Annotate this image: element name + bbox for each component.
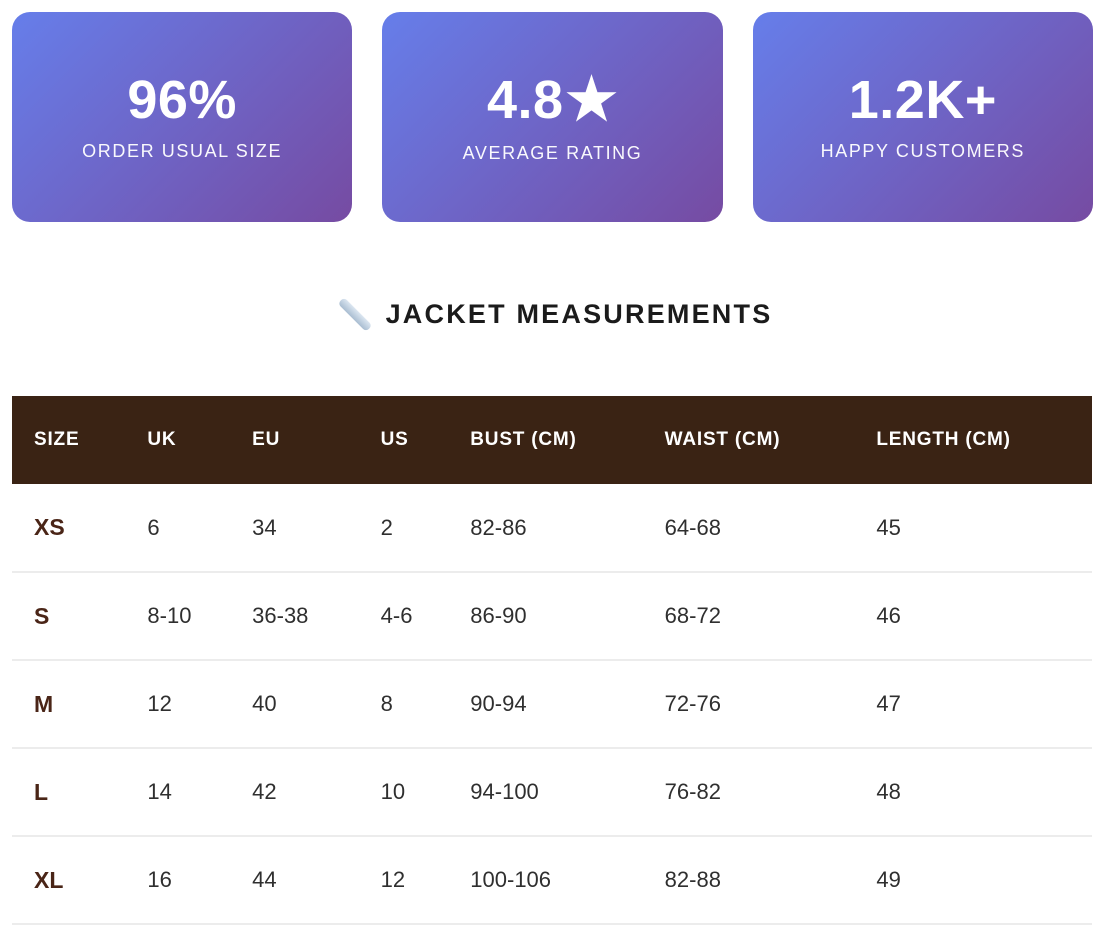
size-cell: XS (12, 484, 126, 573)
value-cell: 12 (125, 660, 231, 749)
value-cell: 8 (358, 660, 449, 749)
value-cell: 8-10 (125, 572, 231, 661)
size-cell: L (12, 748, 126, 837)
table-row: XS 6 34 2 82-86 64-68 45 (12, 484, 1092, 573)
column-header-uk: UK (125, 396, 231, 484)
value-cell: 49 (854, 836, 1092, 925)
column-header-bust: BUST (CM) (448, 396, 643, 484)
stat-card-happy-customers: 1.2K+ HAPPY CUSTOMERS (752, 12, 1093, 222)
value-cell: 2 (358, 484, 449, 573)
value-cell: 34 (230, 484, 359, 573)
star-icon: ★ (565, 66, 619, 132)
rating-number: 4.8 (486, 69, 564, 130)
column-header-eu: EU (230, 396, 359, 484)
table-row: M 12 40 8 90-94 72-76 47 (12, 660, 1092, 749)
column-header-waist: WAIST (CM) (642, 396, 855, 484)
section-heading: JACKET MEASUREMENTS (0, 294, 1110, 334)
value-cell: 16 (125, 836, 231, 925)
table-row: L 14 42 10 94-100 76-82 48 (12, 748, 1092, 837)
ruler-icon (337, 297, 372, 332)
size-chart-table: SIZE UK EU US BUST (CM) WAIST (CM) LENGT… (12, 396, 1092, 925)
value-cell: 90-94 (448, 660, 643, 749)
stat-label: AVERAGE RATING (462, 142, 643, 163)
size-table-body: XS 6 34 2 82-86 64-68 45 S 8-10 36-38 4-6 86-90 68-7… (12, 484, 1092, 925)
value-cell: 14 (125, 748, 231, 837)
value-cell: 42 (230, 748, 359, 837)
value-cell: 44 (230, 836, 359, 925)
stat-value: 1.2K+ (848, 69, 997, 130)
stat-value: 96% (127, 69, 237, 130)
value-cell: 12 (358, 836, 449, 925)
column-header-length: LENGTH (CM) (854, 396, 1092, 484)
value-cell: 72-76 (642, 660, 855, 749)
stat-label: HAPPY CUSTOMERS (820, 140, 1026, 161)
stat-value: 4.8 ★ (486, 66, 619, 132)
value-cell: 45 (854, 484, 1092, 573)
table-header: SIZE UK EU US BUST (CM) WAIST (CM) LENGT… (12, 396, 1092, 484)
value-cell: 4-6 (358, 572, 449, 661)
value-cell: 68-72 (642, 572, 855, 661)
column-header-us: US (358, 396, 449, 484)
table-row: S 8-10 36-38 4-6 86-90 68-72 46 (12, 572, 1092, 661)
column-header-size: SIZE (12, 396, 126, 484)
value-cell: 40 (230, 660, 359, 749)
value-cell: 76-82 (642, 748, 855, 837)
value-cell: 64-68 (642, 484, 855, 573)
value-cell: 46 (854, 572, 1092, 661)
size-cell: M (12, 660, 126, 749)
table-row: XL 16 44 12 100-106 82-88 49 (12, 836, 1092, 925)
size-cell: S (12, 572, 126, 661)
ruler-bar (337, 297, 372, 332)
section-title: JACKET MEASUREMENTS (385, 298, 773, 329)
value-cell: 36-38 (230, 572, 359, 661)
value-cell: 48 (854, 748, 1092, 837)
value-cell: 82-88 (642, 836, 855, 925)
value-cell: 47 (854, 660, 1092, 749)
value-cell: 10 (358, 748, 449, 837)
stat-card-order-usual-size: 96% ORDER USUAL SIZE (12, 12, 353, 222)
value-cell: 100-106 (448, 836, 643, 925)
table-header-row: SIZE UK EU US BUST (CM) WAIST (CM) LENGT… (12, 396, 1092, 484)
stat-card-average-rating: 4.8 ★ AVERAGE RATING (382, 12, 723, 222)
size-cell: XL (12, 836, 126, 925)
value-cell: 6 (125, 484, 231, 573)
value-cell: 94-100 (448, 748, 643, 837)
stats-section: 96% ORDER USUAL SIZE 4.8 ★ AVERAGE RATIN… (0, 0, 1110, 222)
stat-label: ORDER USUAL SIZE (82, 140, 283, 161)
value-cell: 82-86 (448, 484, 643, 573)
value-cell: 86-90 (448, 572, 643, 661)
